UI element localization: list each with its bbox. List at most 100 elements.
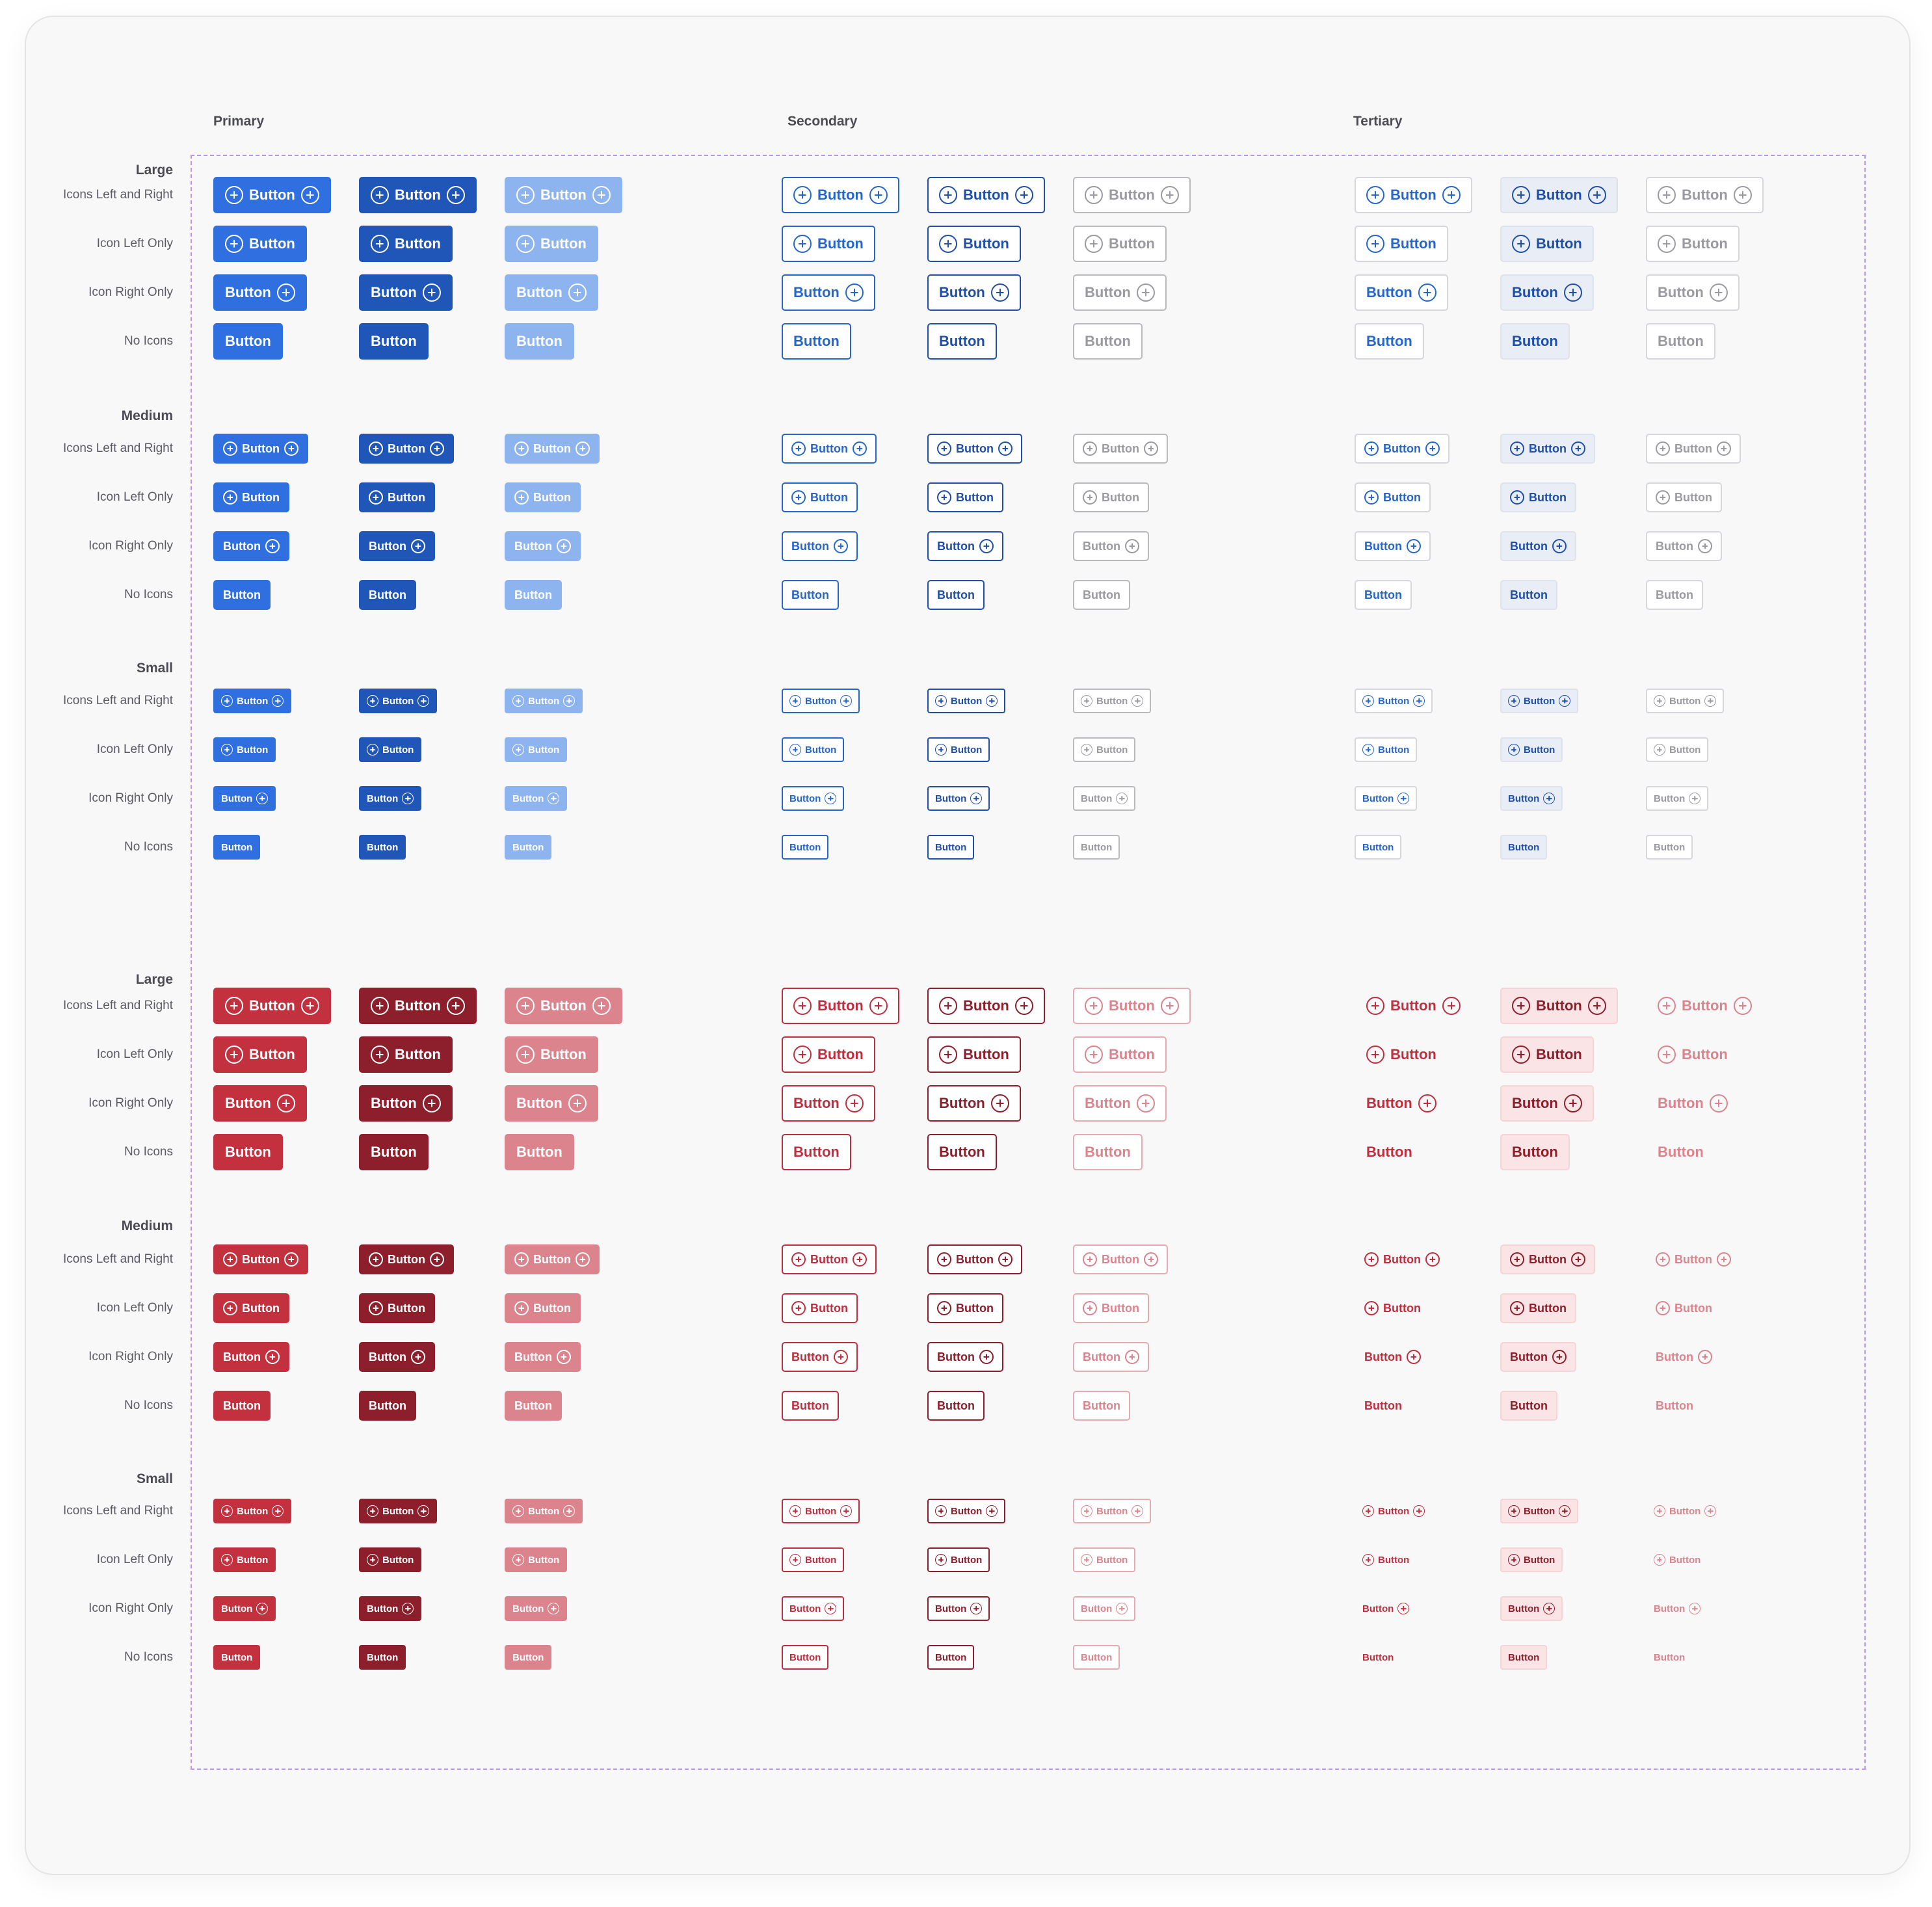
blue-secondary-hover-large-icons-left-right-button[interactable]: Button bbox=[927, 177, 1045, 213]
red-tertiary-default-medium-icon-right-only-button[interactable]: Button bbox=[1355, 1342, 1431, 1372]
blue-tertiary-hover-large-icon-right-only-button[interactable]: Button bbox=[1500, 274, 1594, 311]
red-tertiary-hover-large-icon-left-only-button[interactable]: Button bbox=[1500, 1036, 1594, 1073]
blue-primary-disabled-medium-icons-left-right-button[interactable]: Button bbox=[505, 434, 600, 464]
red-secondary-hover-large-no-icons-button[interactable]: Button bbox=[927, 1134, 997, 1170]
blue-tertiary-default-medium-no-icons-button[interactable]: Button bbox=[1355, 580, 1412, 610]
blue-secondary-hover-medium-icons-left-right-button[interactable]: Button bbox=[927, 434, 1022, 464]
blue-secondary-disabled-medium-no-icons-button[interactable]: Button bbox=[1073, 580, 1130, 610]
blue-secondary-hover-small-no-icons-button[interactable]: Button bbox=[927, 835, 975, 860]
blue-secondary-hover-small-icon-right-only-button[interactable]: Button bbox=[927, 786, 990, 811]
blue-secondary-disabled-large-icon-right-only-button[interactable]: Button bbox=[1073, 274, 1167, 311]
blue-secondary-disabled-medium-icon-right-only-button[interactable]: Button bbox=[1073, 531, 1149, 561]
red-primary-hover-medium-no-icons-button[interactable]: Button bbox=[359, 1391, 416, 1421]
blue-secondary-hover-small-icon-left-only-button[interactable]: Button bbox=[927, 737, 990, 762]
red-secondary-disabled-small-icon-left-only-button[interactable]: Button bbox=[1073, 1547, 1136, 1572]
blue-primary-disabled-large-icon-left-only-button[interactable]: Button bbox=[505, 226, 598, 262]
red-tertiary-default-small-no-icons-button[interactable]: Button bbox=[1355, 1645, 1401, 1670]
blue-primary-disabled-medium-no-icons-button[interactable]: Button bbox=[505, 580, 562, 610]
blue-tertiary-default-small-icon-left-only-button[interactable]: Button bbox=[1355, 737, 1418, 762]
blue-secondary-disabled-small-icon-left-only-button[interactable]: Button bbox=[1073, 737, 1136, 762]
blue-secondary-hover-small-icons-left-right-button[interactable]: Button bbox=[927, 689, 1006, 713]
red-primary-default-small-icons-left-right-button[interactable]: Button bbox=[213, 1499, 292, 1523]
red-primary-default-large-no-icons-button[interactable]: Button bbox=[213, 1134, 283, 1170]
blue-primary-hover-medium-icons-left-right-button[interactable]: Button bbox=[359, 434, 454, 464]
red-primary-default-medium-icons-left-right-button[interactable]: Button bbox=[213, 1244, 308, 1274]
blue-tertiary-disabled-medium-no-icons-button[interactable]: Button bbox=[1646, 580, 1703, 610]
red-primary-disabled-large-icon-right-only-button[interactable]: Button bbox=[505, 1085, 598, 1122]
blue-secondary-hover-large-no-icons-button[interactable]: Button bbox=[927, 323, 997, 360]
blue-secondary-default-large-icon-left-only-button[interactable]: Button bbox=[782, 226, 875, 262]
red-primary-default-medium-no-icons-button[interactable]: Button bbox=[213, 1391, 271, 1421]
red-tertiary-disabled-large-icon-left-only-button[interactable]: Button bbox=[1646, 1036, 1740, 1073]
blue-secondary-disabled-small-no-icons-button[interactable]: Button bbox=[1073, 835, 1120, 860]
red-secondary-default-medium-no-icons-button[interactable]: Button bbox=[782, 1391, 839, 1421]
blue-primary-disabled-small-icons-left-right-button[interactable]: Button bbox=[505, 689, 583, 713]
blue-tertiary-default-medium-icon-right-only-button[interactable]: Button bbox=[1355, 531, 1431, 561]
blue-primary-hover-medium-no-icons-button[interactable]: Button bbox=[359, 580, 416, 610]
red-secondary-default-large-icon-right-only-button[interactable]: Button bbox=[782, 1085, 875, 1122]
red-primary-hover-medium-icons-left-right-button[interactable]: Button bbox=[359, 1244, 454, 1274]
blue-tertiary-default-large-icon-left-only-button[interactable]: Button bbox=[1355, 226, 1448, 262]
red-primary-default-large-icon-left-only-button[interactable]: Button bbox=[213, 1036, 307, 1073]
blue-primary-hover-medium-icon-right-only-button[interactable]: Button bbox=[359, 531, 435, 561]
blue-tertiary-default-medium-icons-left-right-button[interactable]: Button bbox=[1355, 434, 1449, 464]
blue-primary-default-large-icon-left-only-button[interactable]: Button bbox=[213, 226, 307, 262]
blue-tertiary-disabled-small-icon-right-only-button[interactable]: Button bbox=[1646, 786, 1709, 811]
blue-tertiary-hover-small-no-icons-button[interactable]: Button bbox=[1500, 835, 1548, 860]
blue-primary-hover-small-no-icons-button[interactable]: Button bbox=[359, 835, 406, 860]
red-primary-disabled-small-no-icons-button[interactable]: Button bbox=[505, 1645, 552, 1670]
blue-secondary-hover-large-icon-left-only-button[interactable]: Button bbox=[927, 226, 1021, 262]
blue-tertiary-hover-medium-icon-left-only-button[interactable]: Button bbox=[1500, 482, 1576, 512]
blue-secondary-disabled-medium-icons-left-right-button[interactable]: Button bbox=[1073, 434, 1168, 464]
red-secondary-default-large-icons-left-right-button[interactable]: Button bbox=[782, 988, 899, 1024]
red-tertiary-hover-small-icon-left-only-button[interactable]: Button bbox=[1500, 1547, 1563, 1572]
blue-tertiary-disabled-small-icon-left-only-button[interactable]: Button bbox=[1646, 737, 1709, 762]
red-primary-hover-large-icon-right-only-button[interactable]: Button bbox=[359, 1085, 453, 1122]
blue-tertiary-hover-small-icons-left-right-button[interactable]: Button bbox=[1500, 689, 1579, 713]
blue-primary-default-small-icon-right-only-button[interactable]: Button bbox=[213, 786, 276, 811]
blue-primary-disabled-small-icon-right-only-button[interactable]: Button bbox=[505, 786, 568, 811]
red-primary-disabled-medium-no-icons-button[interactable]: Button bbox=[505, 1391, 562, 1421]
blue-primary-default-medium-no-icons-button[interactable]: Button bbox=[213, 580, 271, 610]
red-tertiary-default-small-icon-left-only-button[interactable]: Button bbox=[1355, 1547, 1417, 1572]
red-tertiary-default-small-icon-right-only-button[interactable]: Button bbox=[1355, 1596, 1417, 1621]
red-secondary-hover-small-icon-left-only-button[interactable]: Button bbox=[927, 1547, 990, 1572]
blue-primary-default-medium-icon-left-only-button[interactable]: Button bbox=[213, 482, 289, 512]
red-primary-disabled-medium-icon-right-only-button[interactable]: Button bbox=[505, 1342, 581, 1372]
red-tertiary-disabled-large-no-icons-button[interactable]: Button bbox=[1646, 1134, 1715, 1170]
blue-secondary-default-small-no-icons-button[interactable]: Button bbox=[782, 835, 829, 860]
blue-secondary-disabled-large-no-icons-button[interactable]: Button bbox=[1073, 323, 1143, 360]
blue-primary-disabled-large-icon-right-only-button[interactable]: Button bbox=[505, 274, 598, 311]
red-primary-default-small-no-icons-button[interactable]: Button bbox=[213, 1645, 261, 1670]
red-secondary-default-small-icon-left-only-button[interactable]: Button bbox=[782, 1547, 845, 1572]
blue-tertiary-default-small-icon-right-only-button[interactable]: Button bbox=[1355, 786, 1418, 811]
red-primary-disabled-large-no-icons-button[interactable]: Button bbox=[505, 1134, 574, 1170]
red-primary-default-small-icon-left-only-button[interactable]: Button bbox=[213, 1547, 276, 1572]
blue-tertiary-default-large-icon-right-only-button[interactable]: Button bbox=[1355, 274, 1448, 311]
blue-tertiary-default-large-no-icons-button[interactable]: Button bbox=[1355, 323, 1424, 360]
blue-secondary-default-medium-no-icons-button[interactable]: Button bbox=[782, 580, 839, 610]
blue-primary-default-medium-icons-left-right-button[interactable]: Button bbox=[213, 434, 308, 464]
blue-primary-hover-small-icons-left-right-button[interactable]: Button bbox=[359, 689, 438, 713]
red-primary-default-medium-icon-right-only-button[interactable]: Button bbox=[213, 1342, 289, 1372]
blue-tertiary-default-medium-icon-left-only-button[interactable]: Button bbox=[1355, 482, 1431, 512]
blue-secondary-disabled-small-icons-left-right-button[interactable]: Button bbox=[1073, 689, 1152, 713]
red-tertiary-disabled-medium-no-icons-button[interactable]: Button bbox=[1646, 1391, 1703, 1421]
red-secondary-disabled-medium-icon-left-only-button[interactable]: Button bbox=[1073, 1293, 1149, 1323]
red-primary-default-medium-icon-left-only-button[interactable]: Button bbox=[213, 1293, 289, 1323]
blue-tertiary-disabled-large-no-icons-button[interactable]: Button bbox=[1646, 323, 1715, 360]
blue-tertiary-default-small-icons-left-right-button[interactable]: Button bbox=[1355, 689, 1433, 713]
red-secondary-default-medium-icon-left-only-button[interactable]: Button bbox=[782, 1293, 858, 1323]
red-secondary-hover-large-icon-left-only-button[interactable]: Button bbox=[927, 1036, 1021, 1073]
blue-secondary-disabled-large-icons-left-right-button[interactable]: Button bbox=[1073, 177, 1191, 213]
red-primary-disabled-large-icon-left-only-button[interactable]: Button bbox=[505, 1036, 598, 1073]
red-secondary-hover-large-icon-right-only-button[interactable]: Button bbox=[927, 1085, 1021, 1122]
blue-secondary-hover-medium-icon-right-only-button[interactable]: Button bbox=[927, 531, 1003, 561]
blue-tertiary-disabled-large-icons-left-right-button[interactable]: Button bbox=[1646, 177, 1764, 213]
blue-secondary-default-small-icons-left-right-button[interactable]: Button bbox=[782, 689, 860, 713]
red-primary-hover-small-no-icons-button[interactable]: Button bbox=[359, 1645, 406, 1670]
red-secondary-hover-small-icons-left-right-button[interactable]: Button bbox=[927, 1499, 1006, 1523]
blue-primary-default-small-icon-left-only-button[interactable]: Button bbox=[213, 737, 276, 762]
blue-tertiary-disabled-medium-icons-left-right-button[interactable]: Button bbox=[1646, 434, 1741, 464]
red-tertiary-disabled-medium-icon-left-only-button[interactable]: Button bbox=[1646, 1293, 1722, 1323]
